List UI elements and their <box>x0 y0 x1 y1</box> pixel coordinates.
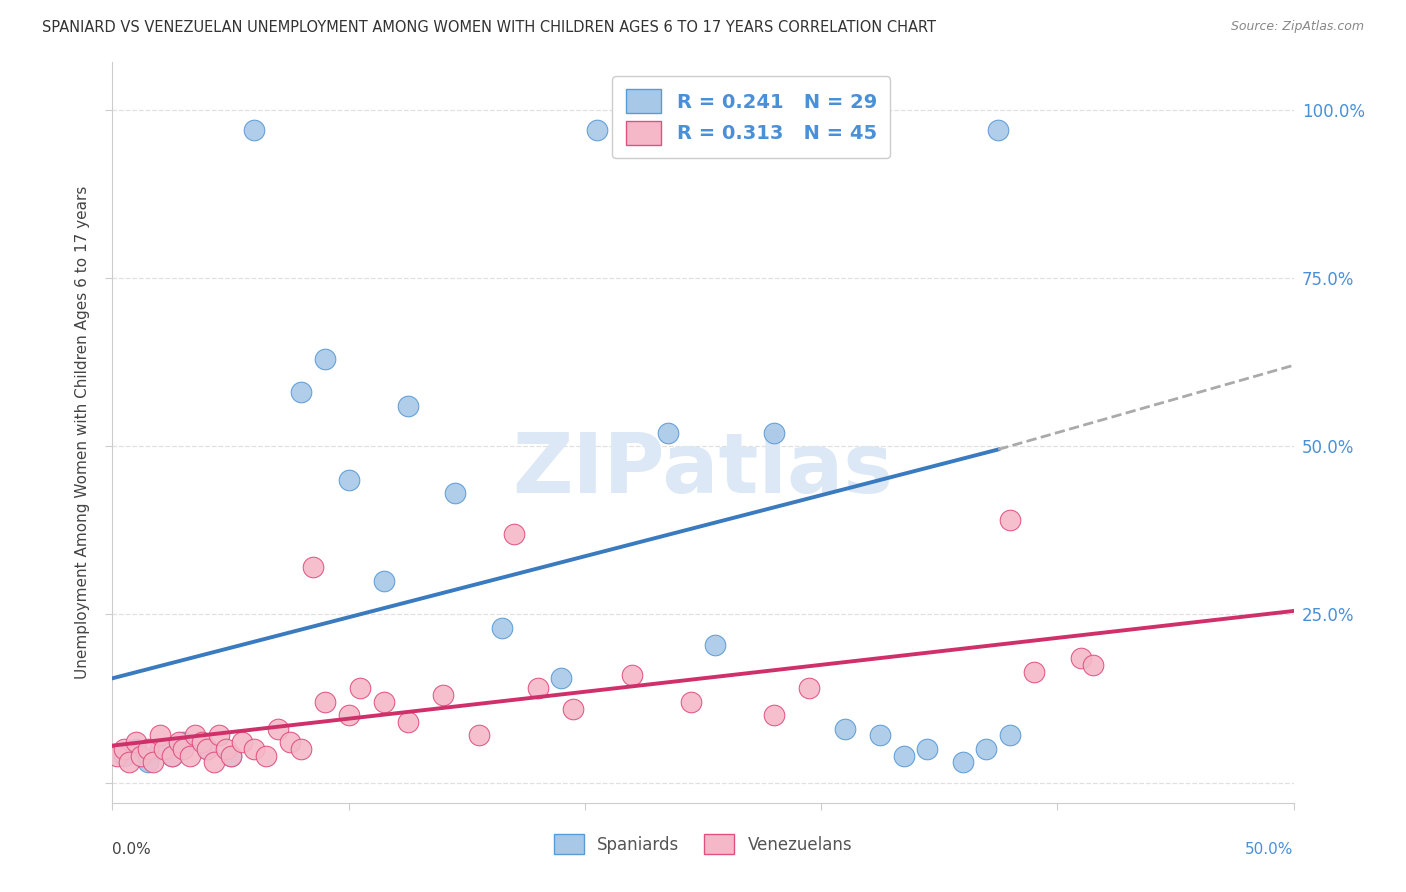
Point <box>105 748 128 763</box>
Point <box>396 714 419 729</box>
Point <box>149 729 172 743</box>
Point <box>195 742 218 756</box>
Point <box>215 742 238 756</box>
Point <box>396 399 419 413</box>
Y-axis label: Unemployment Among Women with Children Ages 6 to 17 years: Unemployment Among Women with Children A… <box>75 186 90 680</box>
Point <box>657 425 679 440</box>
Text: ZIPatlas: ZIPatlas <box>513 429 893 510</box>
Point <box>243 122 266 136</box>
Point <box>179 748 201 763</box>
Point <box>172 735 194 749</box>
Point <box>762 708 785 723</box>
Point <box>917 742 939 756</box>
Point <box>112 742 135 756</box>
Point <box>585 122 607 136</box>
Point <box>526 681 548 696</box>
Point <box>337 473 360 487</box>
Point <box>1022 665 1045 679</box>
Point <box>219 748 242 763</box>
Point <box>136 756 159 770</box>
Point <box>432 688 454 702</box>
Text: 50.0%: 50.0% <box>1246 842 1294 856</box>
Point <box>703 638 725 652</box>
Point <box>243 742 266 756</box>
Point <box>762 425 785 440</box>
Point <box>302 560 325 574</box>
Point <box>191 735 214 749</box>
Point <box>467 729 489 743</box>
Point <box>202 756 225 770</box>
Point <box>149 742 172 756</box>
Point <box>172 742 194 756</box>
Point <box>231 735 253 749</box>
Point <box>118 756 141 770</box>
Text: Source: ZipAtlas.com: Source: ZipAtlas.com <box>1230 20 1364 33</box>
Point <box>987 122 1010 136</box>
Point <box>491 621 513 635</box>
Point <box>503 526 526 541</box>
Point <box>254 748 277 763</box>
Point <box>349 681 371 696</box>
Point <box>562 701 585 715</box>
Point <box>869 729 891 743</box>
Point <box>373 695 395 709</box>
Point <box>834 722 856 736</box>
Point <box>681 695 703 709</box>
Point <box>290 742 312 756</box>
Point <box>952 756 974 770</box>
Point <box>1081 657 1104 672</box>
Point <box>998 729 1021 743</box>
Point <box>167 735 190 749</box>
Point <box>444 486 467 500</box>
Point <box>550 671 572 685</box>
Point <box>998 513 1021 527</box>
Point <box>799 681 821 696</box>
Point <box>373 574 395 588</box>
Point <box>195 742 218 756</box>
Point <box>267 722 290 736</box>
Text: SPANIARD VS VENEZUELAN UNEMPLOYMENT AMONG WOMEN WITH CHILDREN AGES 6 TO 17 YEARS: SPANIARD VS VENEZUELAN UNEMPLOYMENT AMON… <box>42 20 936 35</box>
Legend: Spaniards, Venezuelans: Spaniards, Venezuelans <box>547 828 859 861</box>
Point <box>337 708 360 723</box>
Point <box>893 748 915 763</box>
Point <box>112 748 135 763</box>
Point <box>976 742 998 756</box>
Point <box>160 748 183 763</box>
Point <box>136 742 159 756</box>
Point <box>219 748 242 763</box>
Point <box>184 729 207 743</box>
Point <box>278 735 301 749</box>
Point <box>125 735 148 749</box>
Point <box>621 668 644 682</box>
Point <box>1070 651 1092 665</box>
Text: 0.0%: 0.0% <box>112 842 152 856</box>
Point <box>129 748 152 763</box>
Point <box>125 742 148 756</box>
Point <box>208 729 231 743</box>
Point <box>142 756 165 770</box>
Point <box>314 351 336 366</box>
Point <box>153 742 176 756</box>
Point <box>314 695 336 709</box>
Point <box>290 385 312 400</box>
Point <box>160 748 183 763</box>
